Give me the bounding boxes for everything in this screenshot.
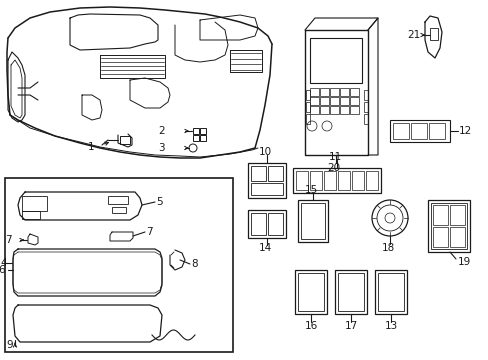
Bar xyxy=(432,227,447,247)
Bar xyxy=(5,178,232,352)
Bar xyxy=(363,102,367,112)
Text: 13: 13 xyxy=(384,321,397,331)
Bar xyxy=(410,123,426,139)
Bar xyxy=(250,166,265,181)
Text: 10: 10 xyxy=(258,147,271,157)
Bar xyxy=(363,114,367,124)
Bar xyxy=(329,97,338,105)
Bar xyxy=(305,90,309,100)
Bar xyxy=(392,123,408,139)
Text: 11: 11 xyxy=(328,152,341,162)
Bar xyxy=(292,168,380,193)
Bar xyxy=(319,88,328,96)
Bar xyxy=(309,88,318,96)
Bar xyxy=(295,171,307,190)
Bar xyxy=(365,171,377,190)
Bar xyxy=(112,207,126,213)
Bar xyxy=(377,273,403,311)
Text: 21: 21 xyxy=(406,30,419,40)
Bar xyxy=(309,106,318,114)
Bar xyxy=(389,120,449,142)
Bar xyxy=(250,213,265,235)
Text: 4: 4 xyxy=(0,258,7,268)
Bar xyxy=(339,97,348,105)
Bar xyxy=(108,196,128,204)
Bar xyxy=(305,102,309,112)
Text: 3: 3 xyxy=(158,143,164,153)
Bar xyxy=(319,97,328,105)
Bar xyxy=(329,88,338,96)
Text: 5: 5 xyxy=(156,197,163,207)
Bar xyxy=(297,200,327,242)
Text: 7: 7 xyxy=(146,227,152,237)
Bar xyxy=(430,203,466,249)
Bar xyxy=(349,97,358,105)
Text: 9: 9 xyxy=(7,340,13,350)
Text: 18: 18 xyxy=(381,243,394,253)
Bar xyxy=(267,213,283,235)
Text: 2: 2 xyxy=(158,126,164,136)
Text: 15: 15 xyxy=(304,185,317,195)
Bar xyxy=(267,166,283,181)
Bar xyxy=(374,270,406,314)
Bar xyxy=(309,97,318,105)
Text: 14: 14 xyxy=(258,243,271,253)
Bar xyxy=(363,90,367,100)
Bar xyxy=(449,227,464,247)
Bar xyxy=(319,106,328,114)
Bar xyxy=(337,171,349,190)
Bar xyxy=(324,171,335,190)
Bar xyxy=(193,135,199,141)
Bar xyxy=(309,38,361,83)
Bar xyxy=(294,270,326,314)
Bar xyxy=(22,196,47,211)
Bar xyxy=(351,171,363,190)
Bar xyxy=(339,88,348,96)
Bar xyxy=(297,273,324,311)
Bar xyxy=(334,270,366,314)
Text: 17: 17 xyxy=(344,321,357,331)
Text: 8: 8 xyxy=(191,259,197,269)
Bar xyxy=(349,106,358,114)
Bar xyxy=(193,128,199,134)
Text: 12: 12 xyxy=(458,126,471,136)
Bar xyxy=(432,205,447,225)
Bar xyxy=(301,203,325,239)
Bar xyxy=(427,200,469,252)
Text: 19: 19 xyxy=(457,257,470,267)
Text: 16: 16 xyxy=(304,321,317,331)
Text: 1: 1 xyxy=(88,142,95,152)
Bar xyxy=(200,135,205,141)
Bar xyxy=(349,88,358,96)
Bar xyxy=(339,106,348,114)
Text: 6: 6 xyxy=(0,265,5,275)
Text: 7: 7 xyxy=(5,235,12,245)
Bar xyxy=(337,273,363,311)
Bar xyxy=(120,136,130,144)
Bar xyxy=(305,114,309,124)
Bar xyxy=(247,210,285,238)
Bar xyxy=(428,123,444,139)
Bar xyxy=(200,128,205,134)
Text: 20: 20 xyxy=(327,163,340,173)
Bar xyxy=(247,163,285,198)
Bar xyxy=(449,205,464,225)
Bar xyxy=(329,106,338,114)
Bar xyxy=(429,28,437,40)
Bar xyxy=(22,211,40,219)
Bar xyxy=(250,183,283,195)
Bar xyxy=(309,171,321,190)
